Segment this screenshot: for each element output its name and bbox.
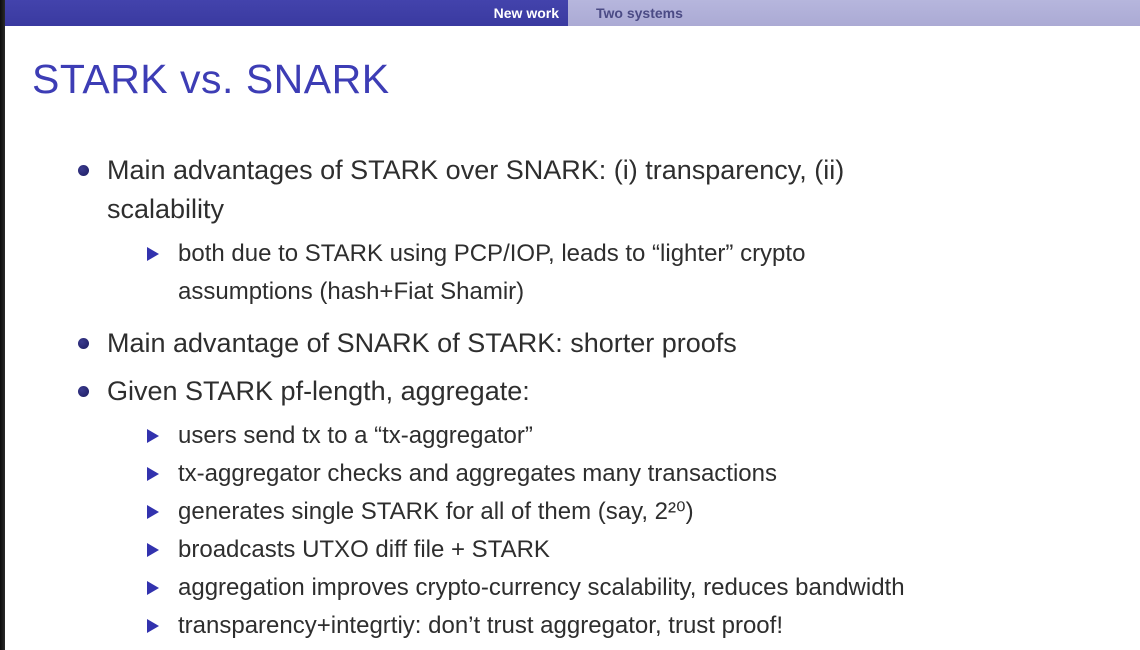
triangle-bullet-icon — [147, 607, 178, 645]
slide-title: STARK vs. SNARK — [32, 56, 390, 102]
triangle-bullet-icon — [147, 455, 178, 493]
triangle-bullet-icon — [147, 417, 178, 455]
bullet-dot-icon — [78, 151, 107, 229]
bullet-list: Main advantages of STARK over SNARK: (i)… — [0, 151, 1140, 645]
bullet-text: aggregation improves crypto-currency sca… — [178, 574, 905, 601]
sub-list: both due to STARK using PCP/IOP, leads t… — [0, 235, 1140, 311]
triangle-bullet-icon — [147, 569, 178, 607]
slide-header-nav: New work Two systems — [0, 0, 1140, 26]
list-item: aggregation improves crypto-currency sca… — [0, 569, 1140, 607]
triangle-bullet-icon — [147, 493, 178, 531]
nav-section-two-systems[interactable]: Two systems — [568, 0, 1140, 26]
nav-section-label: Two systems — [596, 5, 683, 21]
list-item: transparency+integrtiy: don’t trust aggr… — [0, 607, 1140, 645]
bullet-text: generates single STARK for all of them (… — [178, 498, 694, 525]
bullet-text: broadcasts UTXO diff file + STARK — [178, 536, 550, 563]
bullet-text: transparency+integrtiy: don’t trust aggr… — [178, 612, 783, 639]
list-item: both due to STARK using PCP/IOP, leads t… — [0, 235, 1140, 311]
bullet-text: Main advantages of STARK over SNARK: (i)… — [107, 155, 845, 224]
list-item: generates single STARK for all of them (… — [0, 493, 1140, 531]
list-item: tx-aggregator checks and aggregates many… — [0, 455, 1140, 493]
triangle-bullet-icon — [147, 531, 178, 569]
bullet-dot-icon — [78, 324, 107, 363]
bullet-text: tx-aggregator checks and aggregates many… — [178, 460, 778, 487]
list-item: users send tx to a “tx-aggregator” — [0, 417, 1140, 455]
sub-list: users send tx to a “tx-aggregator” tx-ag… — [0, 417, 1140, 645]
bullet-text: Main advantage of SNARK of STARK: shorte… — [107, 328, 737, 358]
triangle-bullet-icon — [147, 235, 178, 311]
nav-section-new-work[interactable]: New work — [0, 0, 568, 26]
slide-body: Main advantages of STARK over SNARK: (i)… — [0, 142, 1140, 645]
bullet-text: Given STARK pf-length, aggregate: — [107, 376, 530, 406]
list-item: Given STARK pf-length, aggregate: — [0, 372, 1140, 411]
bullet-text: both due to STARK using PCP/IOP, leads t… — [178, 240, 806, 305]
bullet-dot-icon — [78, 372, 107, 411]
list-item: Main advantages of STARK over SNARK: (i)… — [0, 151, 1140, 229]
list-item: Main advantage of SNARK of STARK: shorte… — [0, 324, 1140, 363]
captured-screen-edge — [0, 0, 5, 650]
nav-section-label: New work — [493, 5, 559, 21]
bullet-text: users send tx to a “tx-aggregator” — [178, 422, 533, 449]
list-item: broadcasts UTXO diff file + STARK — [0, 531, 1140, 569]
